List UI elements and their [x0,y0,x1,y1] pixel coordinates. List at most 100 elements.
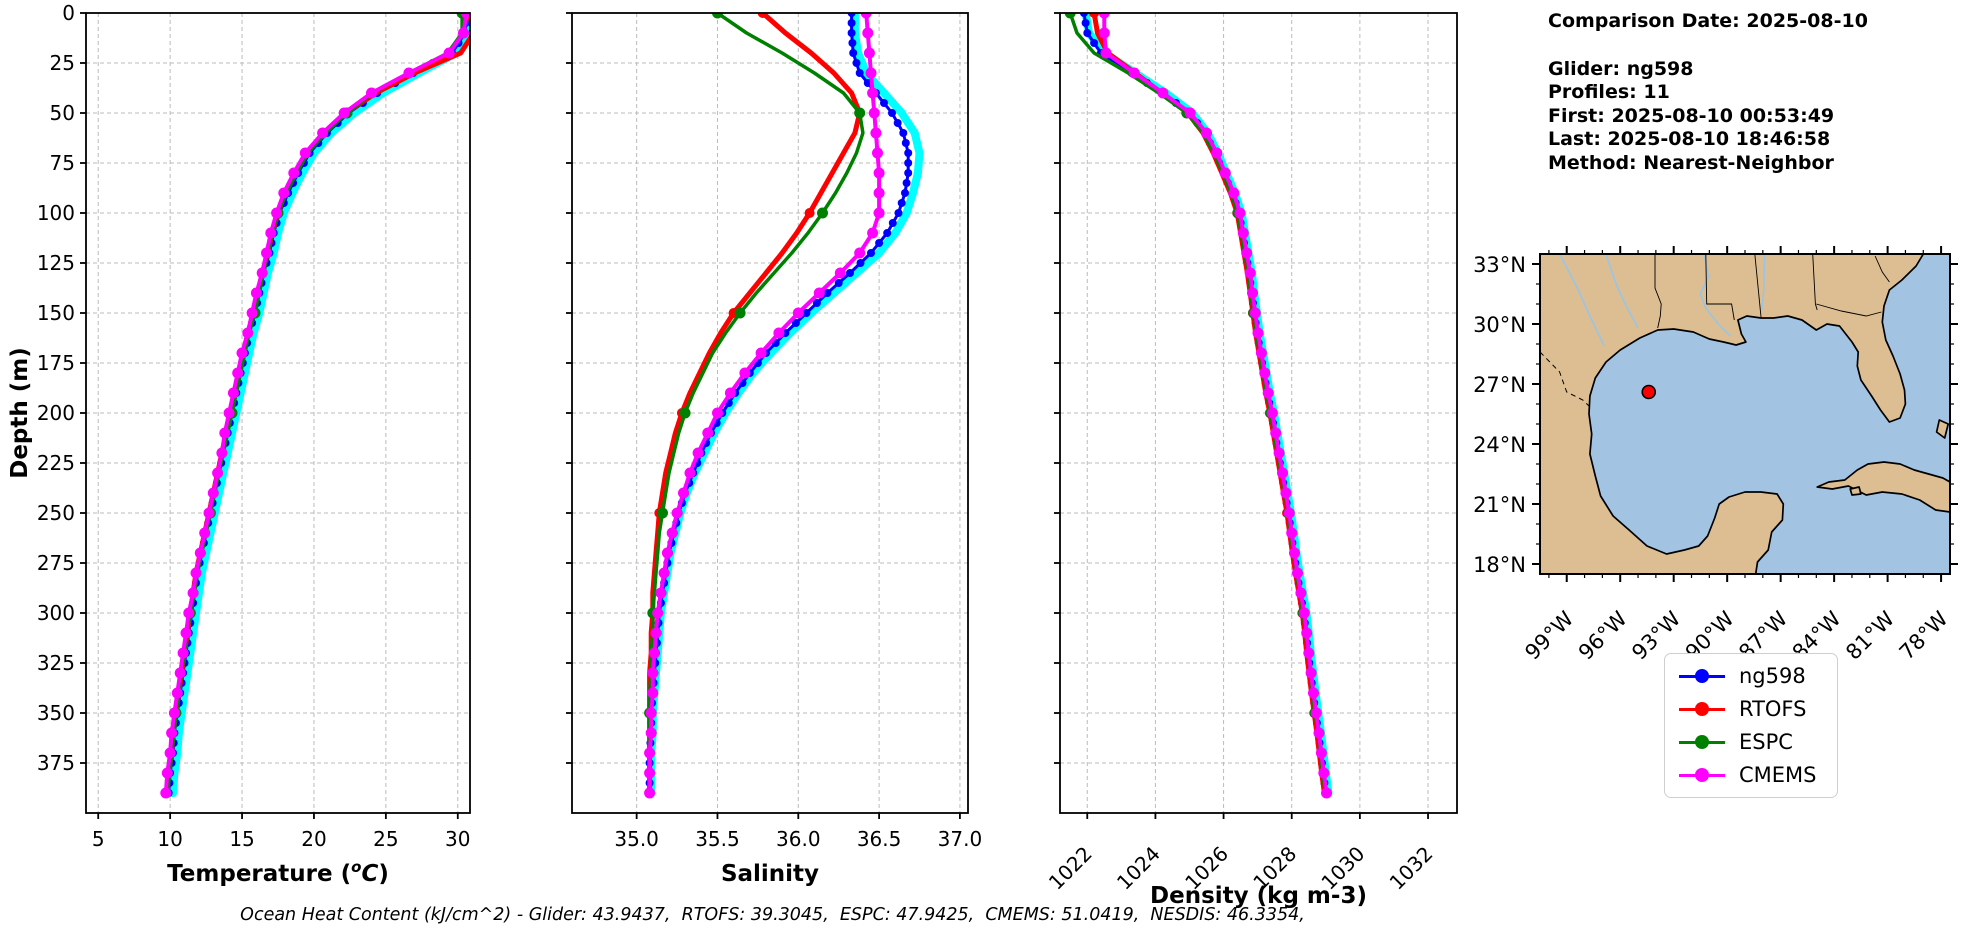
series-ESPC [644,13,866,795]
profile-plots-canvas: 5 10 15 20 25 3002550751001251501752002252502… [7,1,1458,909]
x-axis: 5 10 15 20 25 30 [92,813,471,851]
y-axis: 0 25 50 75 100 125 150 175 200 225 250 275 300 325 350… [37,1,86,775]
svg-text:27°N: 27°N [1473,373,1526,397]
svg-text:18°N: 18°N [1473,553,1526,577]
state-border-line [1654,254,1662,329]
svg-text:36.0: 36.0 [776,827,821,851]
svg-text:125: 125 [37,251,75,275]
series-RTOFS [164,13,470,796]
method-text: Method: Nearest-Neighbor [1548,151,1834,174]
svg-text:37.0: 37.0 [938,827,983,851]
svg-text:25: 25 [373,827,398,851]
svg-text:15: 15 [229,827,254,851]
x-axis: 35.0 35.5 36.0 36.5 37.0 [614,813,982,851]
svg-text:75: 75 [50,151,75,175]
density-axis-title: Density (kg m-3) [1150,883,1367,909]
svg-text:30: 30 [445,827,470,851]
series-ng598 [164,13,470,797]
rio-grande-border [1540,351,1590,407]
glider-position-marker [1641,384,1657,400]
svg-text:250: 250 [37,501,75,525]
last-profile-time-text: Last: 2025-08-10 18:46:58 [1548,128,1831,150]
svg-text:25: 25 [50,51,75,75]
svg-text:81°W: 81°W [1841,606,1899,664]
land-features [1540,254,1950,574]
svg-text:300: 300 [37,601,75,625]
state-border-line [1816,303,1882,317]
svg-text:375: 375 [37,751,75,775]
grid [1060,12,1457,813]
temperature-axis-title: Temperature (oC) [167,858,389,887]
line-marker-swatch [1679,768,1725,782]
y-axis [1054,12,1060,764]
svg-text:21°N: 21°N [1473,493,1526,517]
line-marker-swatch [1679,669,1725,683]
glider-id-text: Glider: ng598 [1548,57,1694,80]
legend-label: ESPC [1739,730,1793,754]
river-line [1699,254,1732,337]
salinity-panel: 35.0 35.5 36.0 36.5 37.0 Salinity [566,12,982,887]
legend-label: ng598 [1739,664,1806,688]
series-RTOFS [644,13,865,796]
svg-text:35.5: 35.5 [695,827,740,851]
y-axis [566,12,572,764]
legend-item-ng598: ng598 [1679,664,1817,688]
svg-text:99°W: 99°W [1520,606,1578,664]
svg-text:200: 200 [37,401,75,425]
series-ESPC [165,13,468,795]
ocean-heat-content-footer: Ocean Heat Content (kJ/cm^2) - Glider: 4… [240,905,1305,925]
svg-text:20: 20 [301,827,326,851]
state-border-line [1705,254,1735,321]
profiles-count-text: Profiles: 11 [1548,81,1670,103]
svg-text:1022: 1022 [1044,842,1097,895]
first-profile-time-text: First: 2025-08-10 00:53:49 [1548,104,1835,127]
svg-text:5: 5 [92,827,105,851]
legend-item-espc: ESPC [1679,730,1817,754]
legend-label: RTOFS [1739,697,1807,721]
svg-text:10: 10 [157,827,182,851]
state-border-line [1754,254,1762,318]
svg-text:0: 0 [62,1,75,25]
svg-text:150: 150 [37,301,75,325]
river-line [1605,254,1639,329]
svg-text:36.5: 36.5 [857,827,902,851]
map-ticks [1532,246,1958,582]
svg-text:175: 175 [37,351,75,375]
gulf-map-canvas: 33°N30°N27°N24°N21°N18°N99°W96°W93°W90°W… [1473,246,1958,665]
svg-text:1032: 1032 [1385,842,1438,895]
line-marker-swatch [1679,735,1725,749]
svg-text:96°W: 96°W [1574,606,1632,664]
svg-text:33°N: 33°N [1473,253,1526,277]
svg-text:35.0: 35.0 [614,827,659,851]
svg-text:24°N: 24°N [1473,433,1526,457]
series-CMEMS [1098,13,1332,799]
grid [572,12,968,813]
legend-item-cmems: CMEMS [1679,763,1817,787]
svg-text:30°N: 30°N [1473,313,1526,337]
series-glider-profiles [1081,13,1333,797]
svg-text:78°W: 78°W [1895,606,1953,664]
grid [86,12,470,813]
depth-axis-title: Depth (m) [7,347,33,479]
series-CMEMS [160,13,470,799]
svg-text:225: 225 [37,451,75,475]
gulf-of-mexico-map: 33°N30°N27°N24°N21°N18°N99°W96°W93°W90°W… [1473,246,1958,665]
legend-item-rtofs: RTOFS [1679,697,1817,721]
series-glider-profiles [169,13,470,797]
series-CMEMS [644,13,885,799]
info-panel: Comparison Date: 2025-08-10 Glider: ng59… [1548,10,1868,175]
svg-text:50: 50 [50,101,75,125]
state-border-line [1812,254,1818,311]
legend-label: CMEMS [1739,763,1817,787]
svg-text:275: 275 [37,551,75,575]
salinity-axis-title: Salinity [721,861,819,887]
line-marker-swatch [1679,702,1725,716]
legend: ng598 RTOFS ESPC CMEMS [1664,653,1838,798]
svg-text:325: 325 [37,651,75,675]
river-line [1558,254,1605,347]
comparison-date-text: Comparison Date: 2025-08-10 [1548,10,1868,32]
svg-text:100: 100 [37,201,75,225]
state-border-line [1874,255,1890,283]
